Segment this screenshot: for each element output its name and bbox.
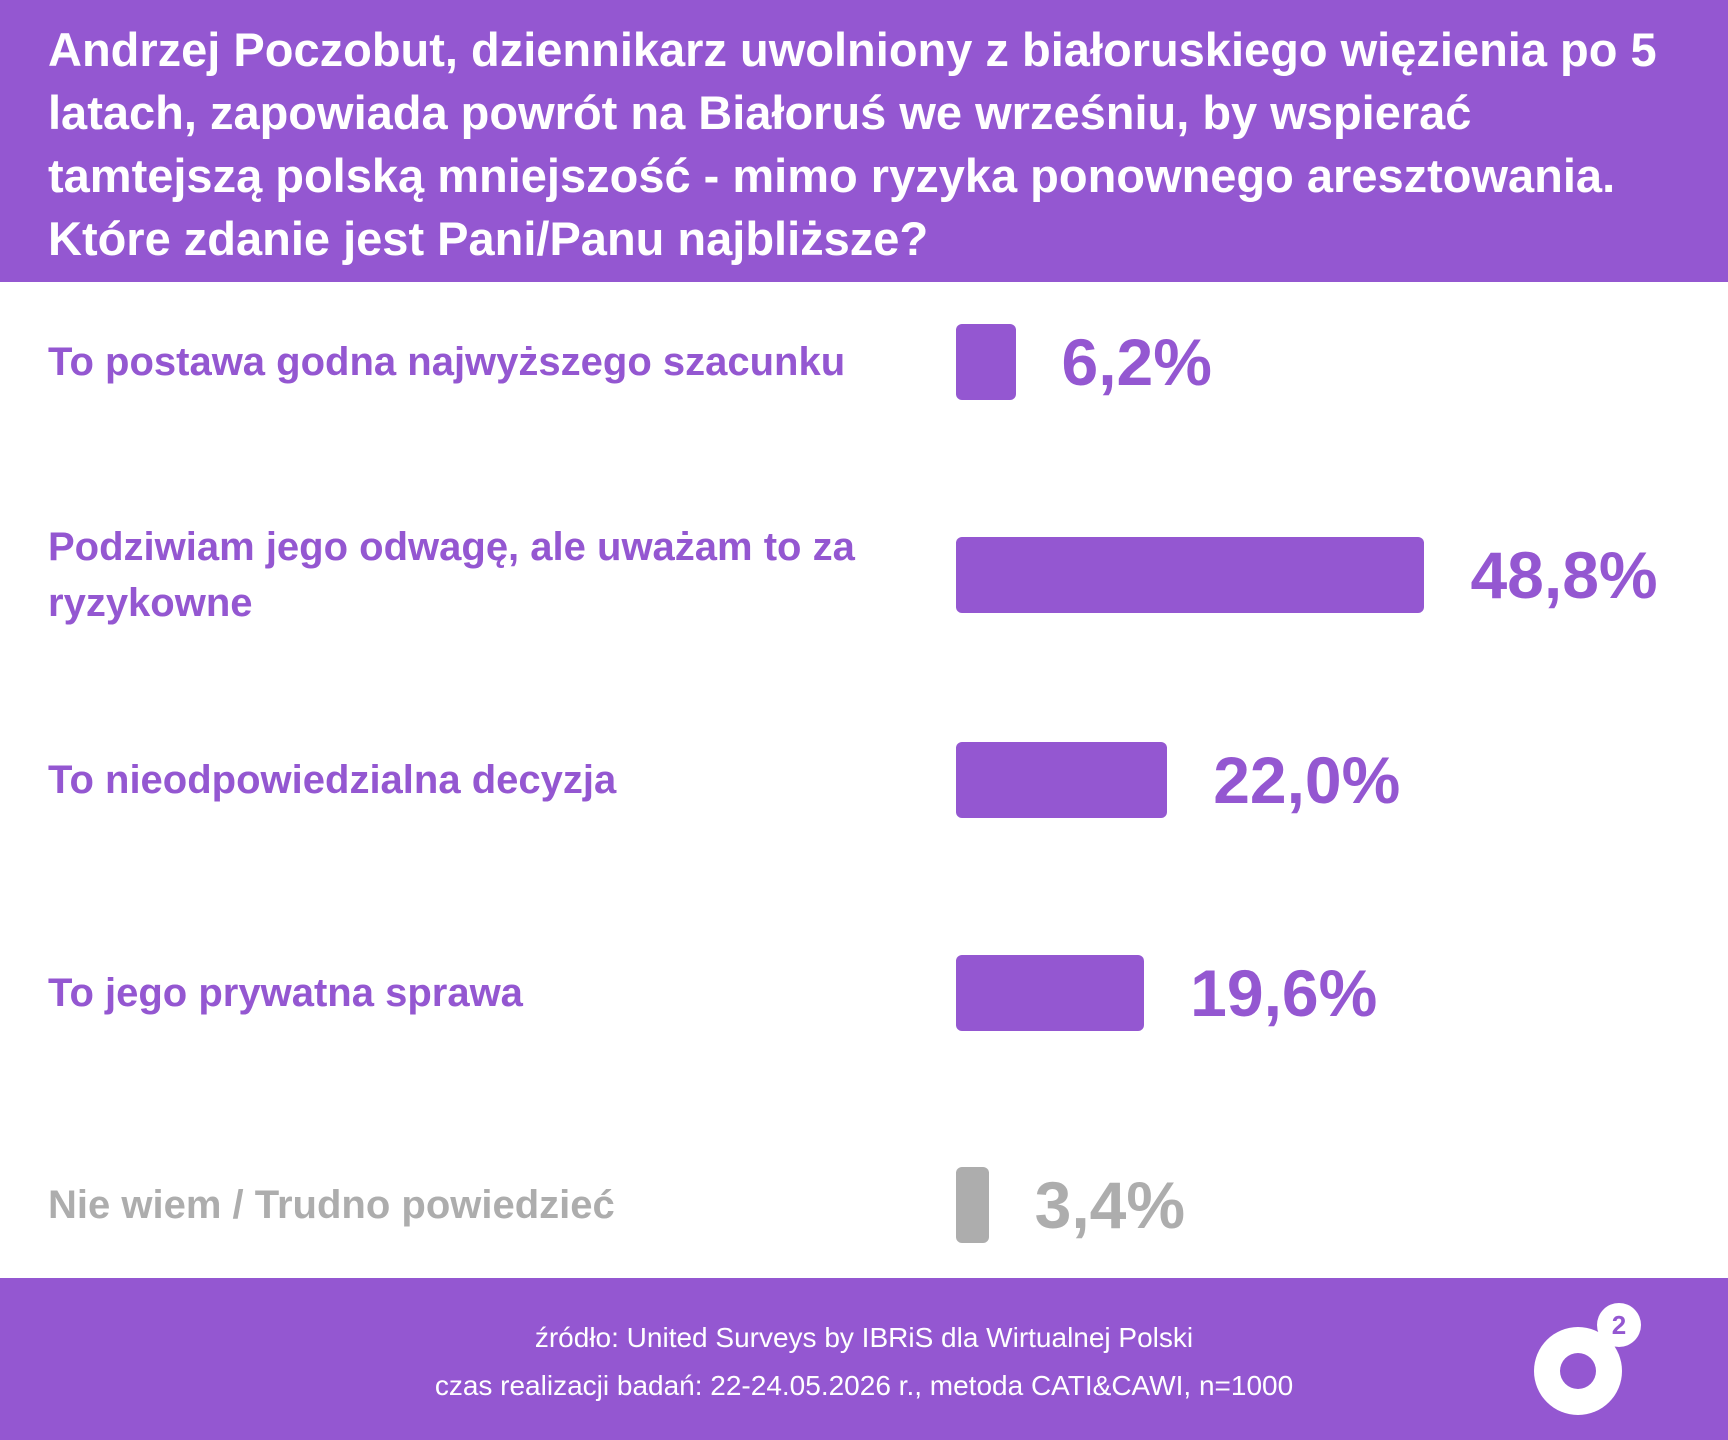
data-label: 3,4% [1034,1168,1186,1242]
data-label: 19,6% [1190,956,1378,1030]
chart-title: Andrzej Poczobut, dziennikarz uwolniony … [48,23,1657,265]
footer-banner: źródło: United Surveys by IBRiS dla Wirt… [0,1278,1728,1440]
category-label: Podziwiam jego odwagę, ale uważam to za … [48,525,855,625]
category-label: To postawa godna najwyższego szacunku [48,340,846,384]
category-label: To jego prywatna sprawa [48,971,523,1015]
bar [956,537,1425,613]
bar [956,742,1168,818]
o2-logo-icon: 2 [1534,1303,1641,1415]
bar [956,955,1145,1031]
data-label: 6,2% [1061,325,1212,399]
logo-superscript: 2 [1612,1310,1626,1340]
source-note: źródło: United Surveys by IBRiS dla Wirt… [534,1322,1194,1353]
category-label: To nieodpowiedzialna decyzja [48,758,617,802]
data-label: 48,8% [1470,538,1658,612]
data-label: 22,0% [1213,743,1401,817]
header-banner: Andrzej Poczobut, dziennikarz uwolniony … [0,0,1728,282]
method-note: czas realizacji badań: 22-24.05.2026 r.,… [434,1370,1294,1401]
bar [956,324,1016,400]
bar [956,1167,989,1243]
category-label: Nie wiem / Trudno powiedzieć [48,1183,615,1227]
